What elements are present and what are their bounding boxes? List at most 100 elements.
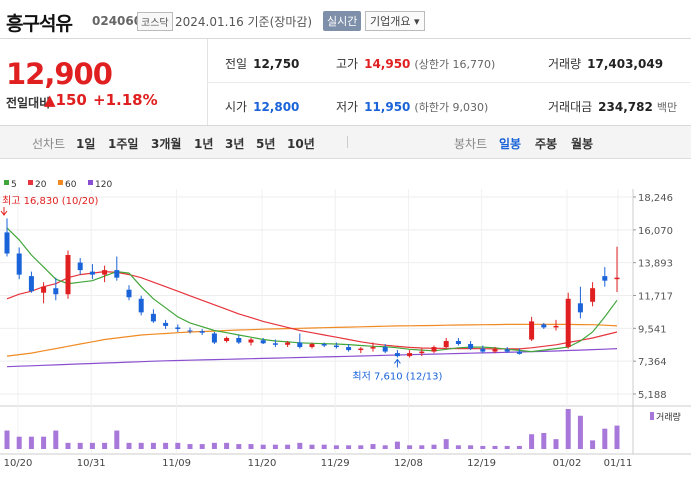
price-summary: 12,900 전일대비 ▲150 +1.18% 전일 12,750 고가 14,95… [0, 39, 691, 126]
candle-body [187, 330, 193, 332]
legend-swatch [4, 180, 9, 185]
volume-bar [407, 445, 413, 449]
tab-1day[interactable]: 1일 [76, 137, 96, 151]
volume-bar [321, 444, 327, 449]
candle-body [480, 348, 486, 352]
candle-body [77, 262, 83, 271]
candle-body [590, 288, 596, 302]
stat-low: 저가 11,950 (하한가 9,030) [336, 98, 488, 115]
tab-daily[interactable]: 일봉 [499, 137, 522, 151]
candle-body [4, 232, 10, 254]
tab-3year[interactable]: 3년 [225, 137, 245, 151]
volume-bar [370, 444, 376, 449]
stat-value: 14,950 [364, 57, 411, 71]
candle-body [297, 342, 303, 348]
tab-3month[interactable]: 3개월 [151, 137, 182, 151]
candle-body [175, 327, 181, 329]
current-price: 12,900 [6, 57, 113, 91]
volume-bar [602, 428, 608, 449]
candle-body [211, 333, 217, 343]
candle-body [553, 325, 559, 328]
candle-body [248, 339, 254, 343]
candle-body [346, 347, 352, 351]
tab-1week[interactable]: 1주일 [108, 137, 139, 151]
legend-label: 20 [35, 180, 47, 190]
x-tick-label: 10/31 [77, 458, 106, 469]
candle-body [541, 324, 547, 328]
candle-body [529, 321, 535, 340]
company-info-dropdown[interactable]: 기업개요 ▾ [365, 11, 425, 31]
stat-sub: (상한가 16,770) [414, 58, 496, 71]
candle-body [370, 347, 376, 349]
divider [207, 82, 691, 83]
candle-body [333, 345, 339, 348]
stat-value: 12,800 [253, 100, 300, 114]
volume-bar [516, 445, 522, 449]
candle-body [41, 286, 47, 293]
candle-body [309, 344, 315, 348]
candle-body [65, 255, 71, 295]
volume-bar [175, 442, 181, 449]
max-arrow-head [0, 210, 8, 216]
x-tick-label: 12/08 [394, 458, 423, 469]
ma60-line [6, 323, 618, 357]
volume-bar [541, 433, 547, 449]
volume-bar [150, 442, 156, 449]
volume-bar [394, 441, 400, 449]
volume-bar [89, 442, 95, 449]
volume-bar [492, 445, 498, 449]
realtime-button[interactable]: 실시간 [323, 11, 362, 31]
candle-body [150, 313, 156, 322]
volume-legend-swatch [650, 412, 654, 420]
line-chart-label: 선차트 [32, 137, 66, 151]
volume-bar [41, 436, 47, 449]
candle-body [455, 341, 461, 345]
volume-bar [480, 445, 486, 449]
candle-body [199, 331, 205, 333]
tab-weekly[interactable]: 주봉 [535, 137, 558, 151]
volume-bar [614, 425, 620, 449]
legend-label: 120 [95, 180, 112, 190]
volume-bar [53, 430, 59, 449]
stat-sub: (하한가 9,030) [414, 101, 489, 114]
volume-label: 거래량 [656, 411, 681, 423]
change-amount: ▲150 [44, 91, 87, 109]
tab-5year[interactable]: 5년 [256, 137, 276, 151]
change-label: 전일대비 [6, 96, 51, 110]
volume-bar [309, 444, 315, 449]
candle-body [492, 349, 498, 352]
volume-bar [224, 442, 230, 449]
tab-10year[interactable]: 10년 [287, 137, 315, 151]
stat-label: 시가 [225, 100, 248, 114]
stat-prev-close: 전일 12,750 [225, 55, 299, 72]
tab-monthly[interactable]: 월봉 [571, 137, 594, 151]
volume-bar [138, 442, 144, 449]
candle-body [504, 349, 510, 352]
volume-bar [16, 436, 22, 449]
ma120-line [6, 348, 618, 368]
candle-body [53, 288, 59, 295]
stat-value: 12,750 [253, 57, 300, 71]
candle-body [321, 344, 327, 346]
y-tick-label: 18,246 [638, 193, 673, 204]
x-tick-label: 01/11 [604, 458, 633, 469]
volume-bar [114, 430, 120, 449]
candle-body [577, 303, 583, 313]
candle-body [138, 298, 144, 313]
x-tick-label: 01/02 [553, 458, 582, 469]
volume-bar [4, 430, 10, 449]
volume-bar [248, 444, 254, 449]
tab-1year[interactable]: 1년 [194, 137, 214, 151]
candle-body [236, 337, 242, 343]
stat-open: 시가 12,800 [225, 98, 299, 115]
volume-bar [28, 436, 34, 449]
date-info: 2024.01.16 기준(장마감) [175, 15, 313, 29]
tab-separator [347, 136, 348, 148]
candle-body [285, 342, 291, 345]
legend-swatch [28, 180, 33, 185]
legend-label: 5 [11, 180, 17, 190]
y-tick-label: 16,070 [638, 226, 673, 237]
candle-body [272, 343, 278, 345]
stat-label: 고가 [336, 57, 359, 71]
candle-body [224, 337, 230, 342]
